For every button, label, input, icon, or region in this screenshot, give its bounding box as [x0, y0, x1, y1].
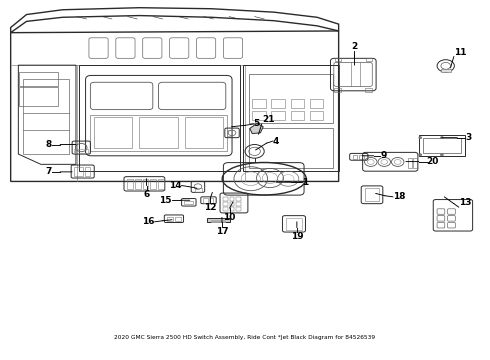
Bar [143, 179, 148, 189]
Bar [90, 115, 227, 151]
Bar [413, 158, 417, 168]
Circle shape [419, 154, 422, 156]
Bar [252, 111, 266, 120]
Bar [271, 111, 285, 120]
Bar [85, 167, 90, 176]
Text: 7: 7 [46, 167, 52, 176]
Circle shape [419, 137, 422, 139]
Bar [223, 197, 228, 201]
Circle shape [441, 137, 443, 139]
Bar [223, 202, 228, 206]
Bar [127, 179, 133, 189]
Bar [365, 188, 379, 201]
Text: 3: 3 [465, 133, 471, 142]
Bar [249, 129, 333, 168]
Bar [158, 179, 164, 189]
Text: 16: 16 [142, 217, 155, 226]
Bar [139, 117, 178, 148]
Text: 21: 21 [262, 115, 274, 124]
Bar [359, 155, 364, 159]
Bar [230, 197, 234, 201]
Text: 2020 GMC Sierra 2500 HD Switch Assembly, Ride Cont *Jet Black Diagram for 845265: 2020 GMC Sierra 2500 HD Switch Assembly,… [115, 334, 375, 339]
Bar [94, 117, 132, 148]
Bar [230, 202, 234, 206]
Bar [209, 198, 213, 203]
Bar [185, 117, 223, 148]
Bar [203, 198, 208, 203]
Bar [223, 207, 228, 211]
Bar [249, 74, 333, 123]
Bar [227, 130, 232, 136]
Text: 11: 11 [454, 48, 466, 57]
Text: 14: 14 [169, 181, 182, 190]
Bar [310, 111, 323, 120]
Bar [365, 89, 372, 92]
Bar [286, 218, 302, 230]
Bar [195, 188, 202, 192]
Bar [366, 58, 372, 61]
Bar [150, 179, 156, 189]
Text: 20: 20 [426, 157, 439, 166]
Bar [310, 99, 323, 108]
Bar [291, 111, 304, 120]
Text: 10: 10 [223, 213, 236, 222]
Bar [175, 217, 181, 221]
Bar [236, 202, 241, 206]
Bar [236, 207, 241, 211]
Bar [230, 207, 234, 211]
Text: 5: 5 [254, 120, 260, 129]
Bar [185, 201, 193, 204]
Polygon shape [250, 123, 263, 134]
Bar [236, 197, 241, 201]
Text: 4: 4 [273, 136, 279, 145]
Bar [252, 99, 266, 108]
Text: 8: 8 [46, 140, 52, 149]
Bar [353, 155, 357, 159]
Text: 18: 18 [393, 192, 405, 201]
Bar [441, 68, 450, 72]
Text: 2: 2 [351, 42, 358, 51]
Bar [135, 179, 141, 189]
Text: 17: 17 [216, 226, 228, 235]
Circle shape [441, 154, 443, 156]
Bar [74, 167, 83, 176]
Text: 9: 9 [380, 151, 387, 160]
Bar [408, 158, 412, 168]
Bar [207, 218, 230, 222]
Bar [19, 87, 58, 106]
Bar [74, 149, 89, 153]
Bar [423, 138, 461, 153]
Bar [334, 89, 341, 92]
Text: 15: 15 [160, 196, 172, 205]
Bar [335, 58, 341, 61]
Text: 19: 19 [291, 232, 303, 241]
Bar [291, 99, 304, 108]
Bar [167, 217, 173, 221]
Text: 1: 1 [302, 177, 308, 186]
Bar [19, 72, 58, 86]
Text: 13: 13 [459, 198, 471, 207]
Bar [23, 79, 69, 154]
Bar [271, 99, 285, 108]
Text: 12: 12 [204, 203, 217, 212]
Text: 6: 6 [144, 190, 149, 199]
